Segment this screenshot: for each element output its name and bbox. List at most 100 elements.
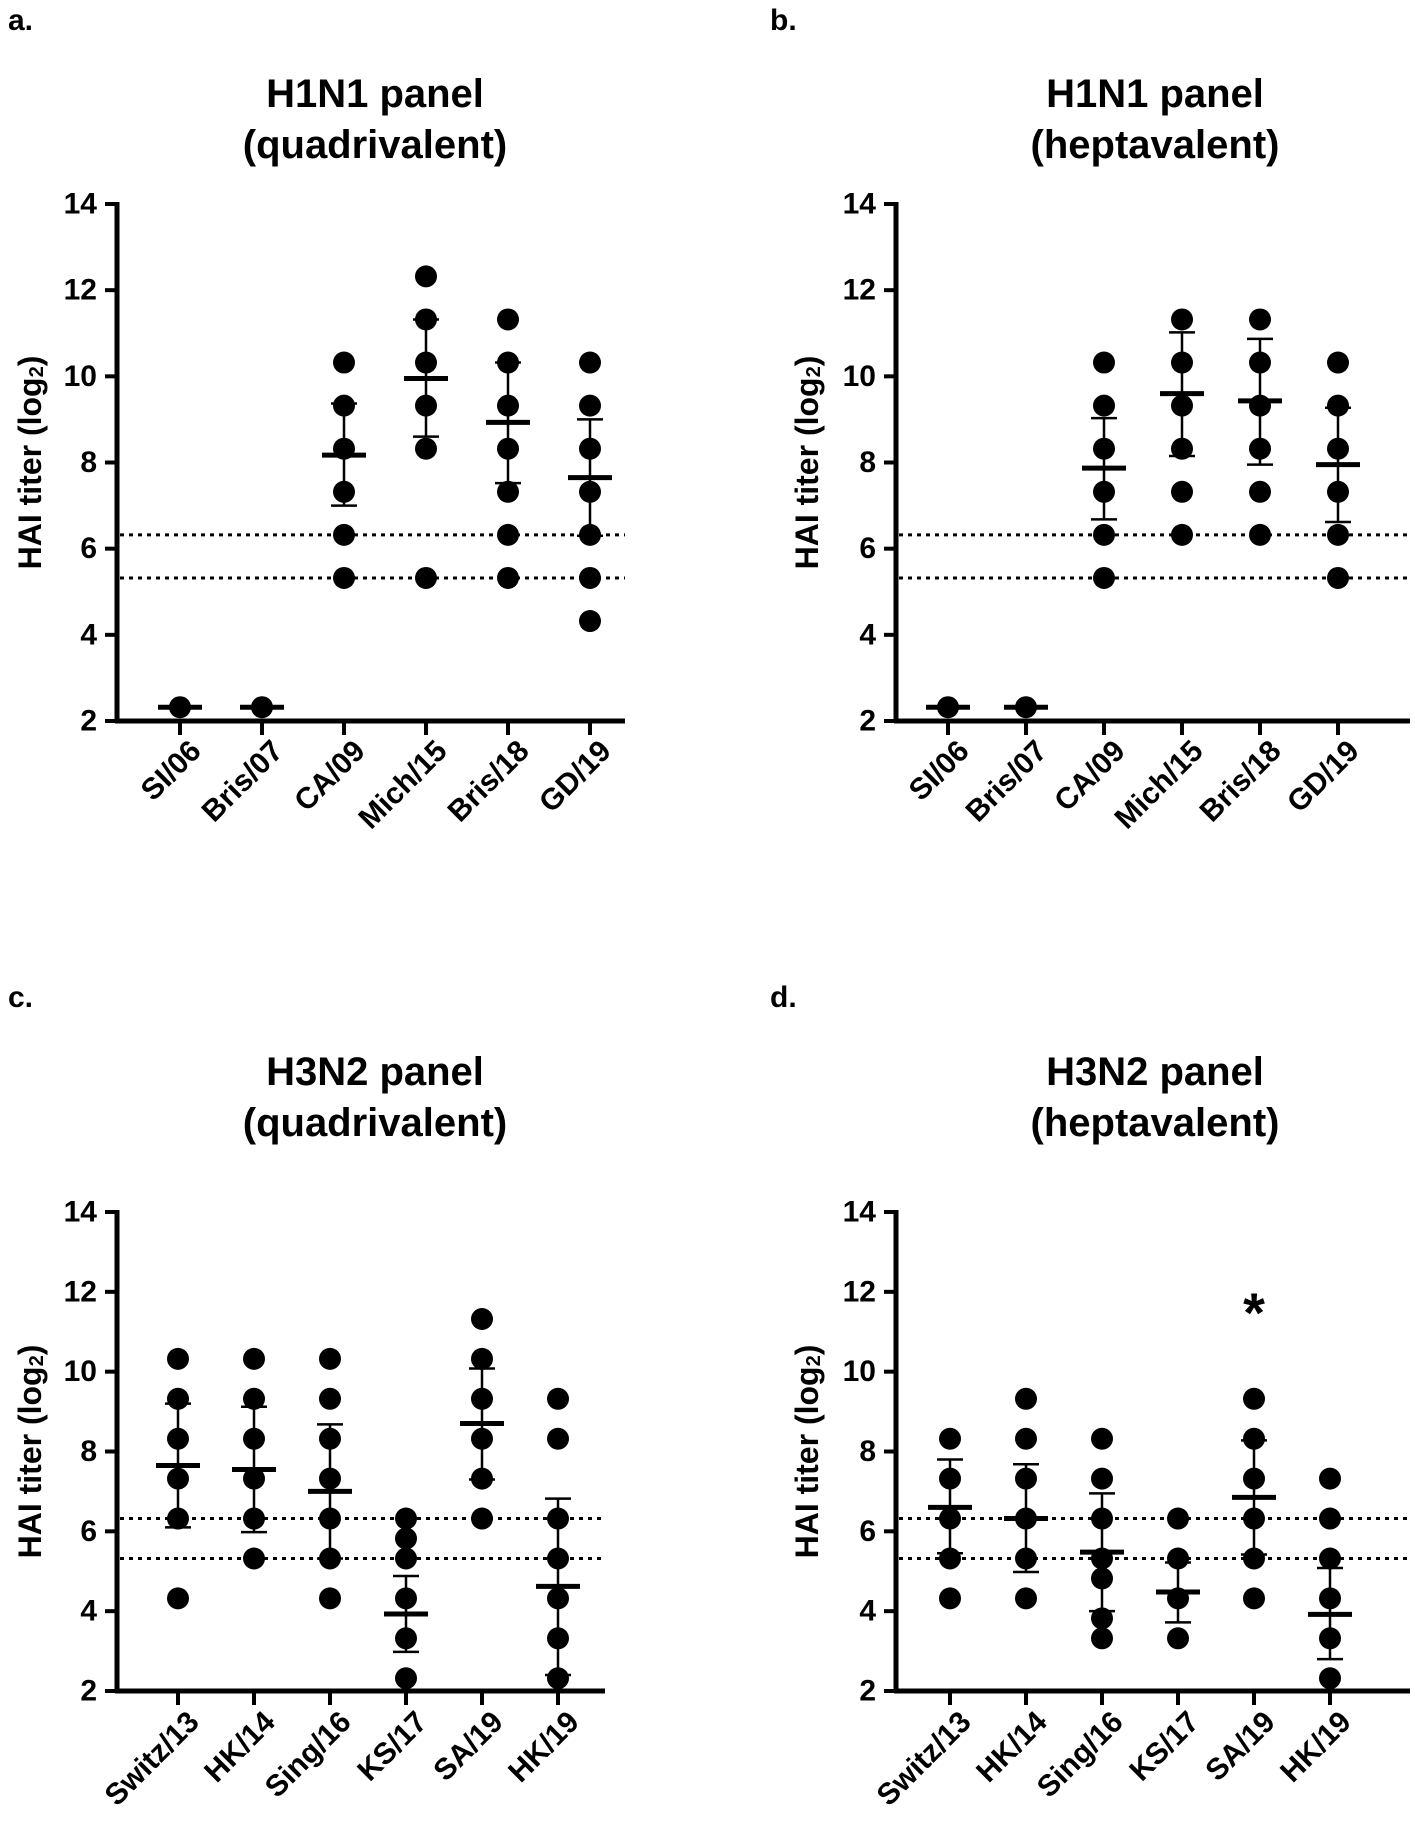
- y-axis-label: HAI titer (log2): [789, 356, 825, 570]
- chart-title-line2: (heptavalent): [1031, 123, 1280, 167]
- data-point: [1319, 1667, 1341, 1690]
- data-point: [243, 1547, 265, 1570]
- data-point: [319, 1347, 341, 1370]
- data-point: [395, 1527, 417, 1550]
- y-axis-label: HAI titer (log2): [12, 356, 48, 570]
- y-axis-label-close: ): [12, 1345, 48, 1356]
- data-point: [471, 1307, 493, 1330]
- chart-panel-a: a. H1N1 panel (quadrivalent) HAI titer (log…: [8, 4, 625, 835]
- data-point: [1091, 1427, 1113, 1450]
- data-point: [1327, 394, 1349, 417]
- y-tick-label: 2: [80, 705, 97, 738]
- chart-title-line1: H1N1 panel: [266, 72, 484, 116]
- y-axis-label-text: HAI titer (log: [789, 1366, 825, 1558]
- x-tick-label: Bris/07: [960, 734, 1054, 828]
- data-point: [319, 1387, 341, 1410]
- data-point: [1327, 566, 1349, 589]
- y-axis-label-subscript: 2: [26, 1355, 48, 1366]
- y-tick-label: 8: [80, 446, 97, 479]
- y-tick-label: 6: [80, 532, 97, 565]
- y-tick-label: 14: [843, 1196, 877, 1229]
- x-tick-label: Mich/15: [353, 734, 454, 835]
- x-tick-label: Sing/16: [1031, 1705, 1130, 1804]
- data-point: [1167, 1627, 1189, 1650]
- y-tick-label: 14: [843, 188, 877, 221]
- panel-label: a.: [8, 4, 33, 37]
- y-axis-label-text: HAI titer (log: [12, 377, 48, 569]
- y-tick-label: 8: [859, 446, 876, 479]
- data-point: [939, 1427, 961, 1450]
- chart-panel-c: c. H3N2 panel (quadrivalent) HAI titer (log…: [8, 981, 605, 1812]
- data-point: [939, 1587, 961, 1610]
- data-point: [1093, 394, 1115, 417]
- data-point: [1167, 1507, 1189, 1530]
- data-point: [1091, 1467, 1113, 1490]
- chart-title-line2: (quadrivalent): [243, 1101, 507, 1145]
- data-point: [1167, 1547, 1189, 1570]
- x-tick-label: KS/17: [351, 1705, 433, 1787]
- x-tick-label: HK/19: [502, 1705, 585, 1788]
- chart-title-line2: (quadrivalent): [243, 123, 507, 167]
- y-axis-label-text: HAI titer (log: [789, 377, 825, 569]
- data-point: [1171, 480, 1193, 503]
- y-tick-label: 14: [64, 1196, 98, 1229]
- data-point: [1093, 351, 1115, 374]
- y-axis-label-subscript: 2: [803, 366, 825, 377]
- data-point: [1093, 523, 1115, 546]
- x-tick-label: Bris/18: [442, 734, 536, 828]
- data-point: [1015, 1387, 1037, 1410]
- x-tick-label: Switz/13: [871, 1705, 978, 1812]
- chart-panel-d: d.H3N2 panel(heptavalent)HAI titer (log2…: [770, 981, 1410, 1812]
- x-tick-label: KS/17: [1123, 1705, 1205, 1787]
- x-tick-label: SI/06: [135, 734, 208, 807]
- y-tick-label: 2: [80, 1675, 97, 1708]
- y-axis-label-subscript: 2: [26, 366, 48, 377]
- data-point: [167, 1347, 189, 1370]
- y-axis-label-close: ): [789, 1345, 825, 1356]
- y-tick-label: 12: [843, 1275, 876, 1308]
- x-tick-label: SA/19: [427, 1705, 509, 1787]
- y-axis-label-close: ): [789, 356, 825, 367]
- x-tick-label: SA/19: [1199, 1705, 1281, 1787]
- data-point: [1015, 1427, 1037, 1450]
- data-point: [547, 1667, 569, 1690]
- chart-title-line1: H3N2 panel: [1046, 1050, 1264, 1094]
- data-point: [333, 351, 355, 374]
- data-point: [471, 1347, 493, 1370]
- data-point: [1327, 351, 1349, 374]
- y-tick-label: 10: [64, 1355, 97, 1388]
- y-tick-label: 2: [859, 705, 876, 738]
- chart-title-line2: (heptavalent): [1031, 1101, 1280, 1145]
- data-point: [497, 566, 519, 589]
- data-point: [1171, 523, 1193, 546]
- y-tick-label: 12: [64, 1275, 97, 1308]
- y-tick-label: 4: [859, 618, 876, 651]
- panel-label: c.: [8, 981, 33, 1014]
- x-tick-label: Sing/16: [259, 1705, 358, 1804]
- data-point: [415, 566, 437, 589]
- data-point: [243, 1387, 265, 1410]
- x-tick-label: Bris/18: [1194, 734, 1288, 828]
- y-tick-label: 4: [859, 1595, 876, 1628]
- data-point: [1091, 1627, 1113, 1650]
- data-point: [1249, 308, 1271, 331]
- y-axis-label-subscript: 2: [803, 1355, 825, 1366]
- x-tick-label: Bris/07: [196, 734, 290, 828]
- x-tick-label: HK/19: [1274, 1705, 1357, 1788]
- data-point: [1243, 1427, 1265, 1450]
- y-tick-label: 4: [80, 618, 97, 651]
- data-point: [547, 1427, 569, 1450]
- data-point: [1243, 1387, 1265, 1410]
- data-point: [1171, 308, 1193, 331]
- chart-title-line1: H1N1 panel: [1046, 72, 1264, 116]
- data-point: [395, 1547, 417, 1570]
- x-tick-label: GD/19: [533, 734, 618, 819]
- y-tick-label: 12: [843, 274, 876, 307]
- data-point: [167, 1587, 189, 1610]
- data-point: [243, 1347, 265, 1370]
- y-tick-label: 6: [859, 1515, 876, 1548]
- data-point: [415, 437, 437, 460]
- data-point: [333, 523, 355, 546]
- data-point: [1015, 1587, 1037, 1610]
